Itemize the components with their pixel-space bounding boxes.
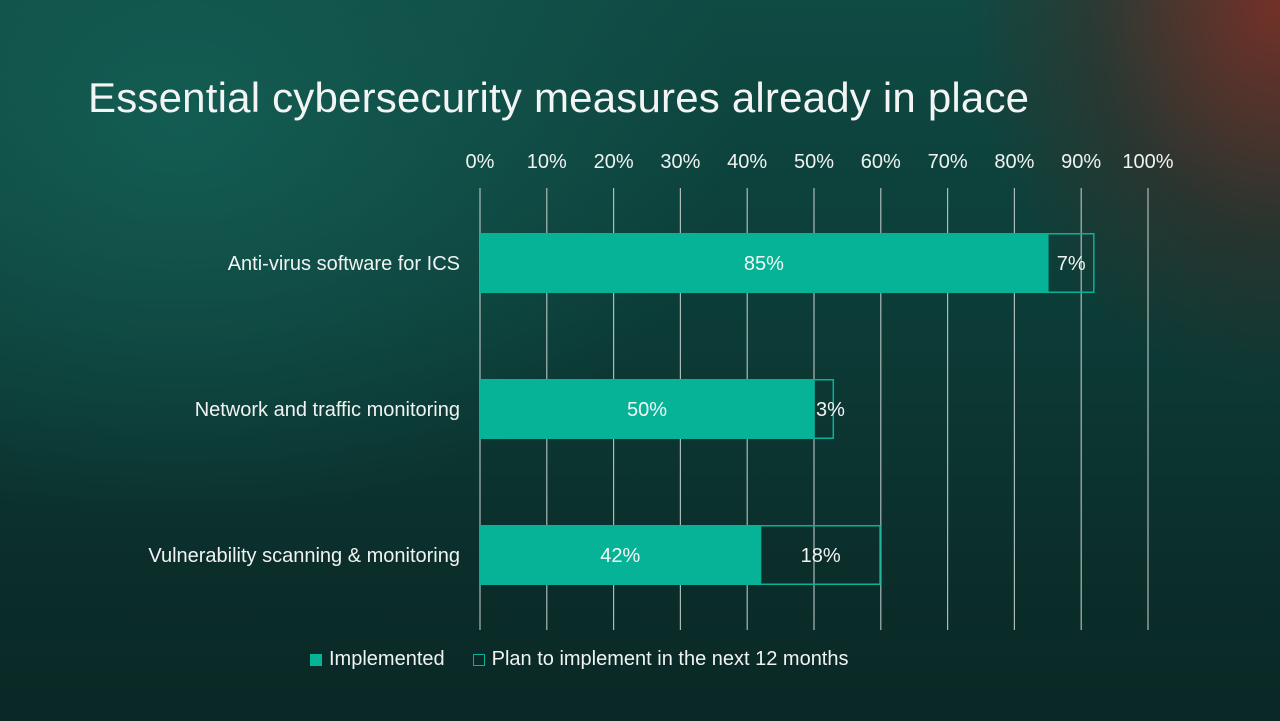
bar-label-planned-0: 7% xyxy=(1057,253,1086,275)
bar-implemented-1 xyxy=(480,379,814,439)
bar-planned-2 xyxy=(759,525,881,585)
chart-title: Essential cybersecurity measures already… xyxy=(88,74,1030,121)
bar-planned-0 xyxy=(1047,233,1095,293)
bar-label-planned-2: 18% xyxy=(801,545,841,567)
bar-label-implemented-1: 50% xyxy=(627,399,667,421)
bar-planned-1 xyxy=(813,379,835,439)
x-tick-label-20: 20% xyxy=(594,151,634,173)
x-tick-label-50: 50% xyxy=(794,151,834,173)
category-label-0: Anti-virus software for ICS xyxy=(228,253,460,275)
legend-label-implemented: Implemented xyxy=(329,648,445,670)
x-tick-label-10: 10% xyxy=(527,151,567,173)
legend-swatch-planned xyxy=(472,653,485,666)
x-tick-label-0: 0% xyxy=(466,151,495,173)
x-tick-label-90: 90% xyxy=(1061,151,1101,173)
bar-implemented-2 xyxy=(480,525,761,585)
bar-label-planned-1: 3% xyxy=(816,399,845,421)
legend-item-planned: Plan to implement in the next 12 months xyxy=(472,648,849,671)
legend: Implemented Plan to implement in the nex… xyxy=(310,648,849,671)
x-tick-label-100: 100% xyxy=(1122,151,1173,173)
bar-label-implemented-0: 85% xyxy=(744,253,784,275)
x-tick-label-80: 80% xyxy=(994,151,1034,173)
legend-item-implemented: Implemented xyxy=(310,648,445,671)
legend-label-planned: Plan to implement in the next 12 months xyxy=(491,648,849,670)
bar-label-implemented-2: 42% xyxy=(600,545,640,567)
category-label-1: Network and traffic monitoring xyxy=(195,399,460,421)
bar-implemented-0 xyxy=(480,233,1048,293)
legend-swatch-implemented xyxy=(310,653,322,666)
x-tick-label-30: 30% xyxy=(660,151,700,173)
x-tick-label-40: 40% xyxy=(727,151,767,173)
category-label-2: Vulnerability scanning & monitoring xyxy=(148,545,460,567)
x-tick-label-60: 60% xyxy=(861,151,901,173)
x-tick-label-70: 70% xyxy=(928,151,968,173)
